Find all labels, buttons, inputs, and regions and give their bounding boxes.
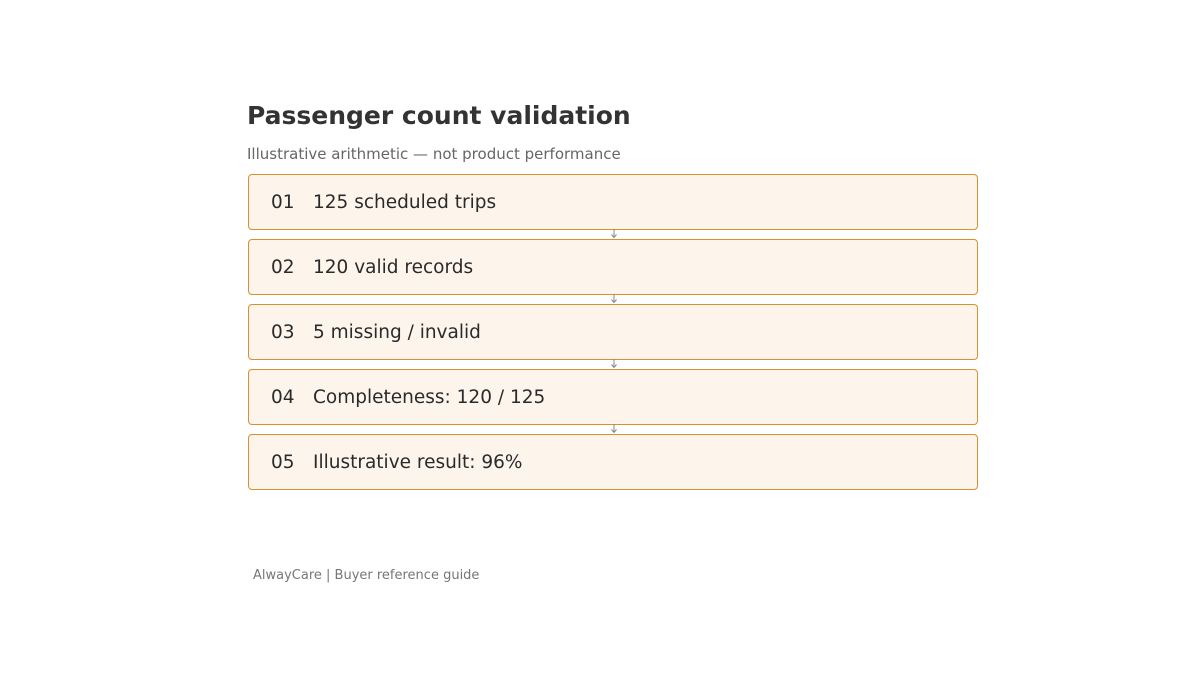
step-number: 03	[271, 321, 295, 343]
step-label: Illustrative result: 96%	[313, 451, 523, 473]
page-title: Passenger count validation	[247, 101, 631, 130]
step-label: Completeness: 120 / 125	[313, 386, 546, 408]
flow-step-2: 02 120 valid records	[248, 239, 978, 304]
step-number: 04	[271, 386, 295, 408]
flow-step-5: 05 Illustrative result: 96%	[248, 434, 978, 490]
step-number: 01	[271, 191, 295, 213]
page-subtitle: Illustrative arithmetic — not product pe…	[247, 145, 621, 163]
down-arrow-connector	[611, 294, 617, 304]
down-arrow-connector	[611, 424, 617, 434]
flow-step-3: 03 5 missing / invalid	[248, 304, 978, 369]
footer-text: AlwayCare | Buyer reference guide	[253, 568, 480, 583]
down-arrow-connector	[611, 229, 617, 239]
flow-step-4: 04 Completeness: 120 / 125	[248, 369, 978, 434]
step-number: 02	[271, 256, 295, 278]
step-label: 120 valid records	[313, 256, 474, 278]
step-number: 05	[271, 451, 295, 473]
step-label: 125 scheduled trips	[313, 191, 497, 213]
step-label: 5 missing / invalid	[313, 321, 481, 343]
flow-steps: 01 125 scheduled trips 02 120 valid reco…	[248, 174, 978, 490]
flow-step-1: 01 125 scheduled trips	[248, 174, 978, 239]
down-arrow-connector	[611, 359, 617, 369]
